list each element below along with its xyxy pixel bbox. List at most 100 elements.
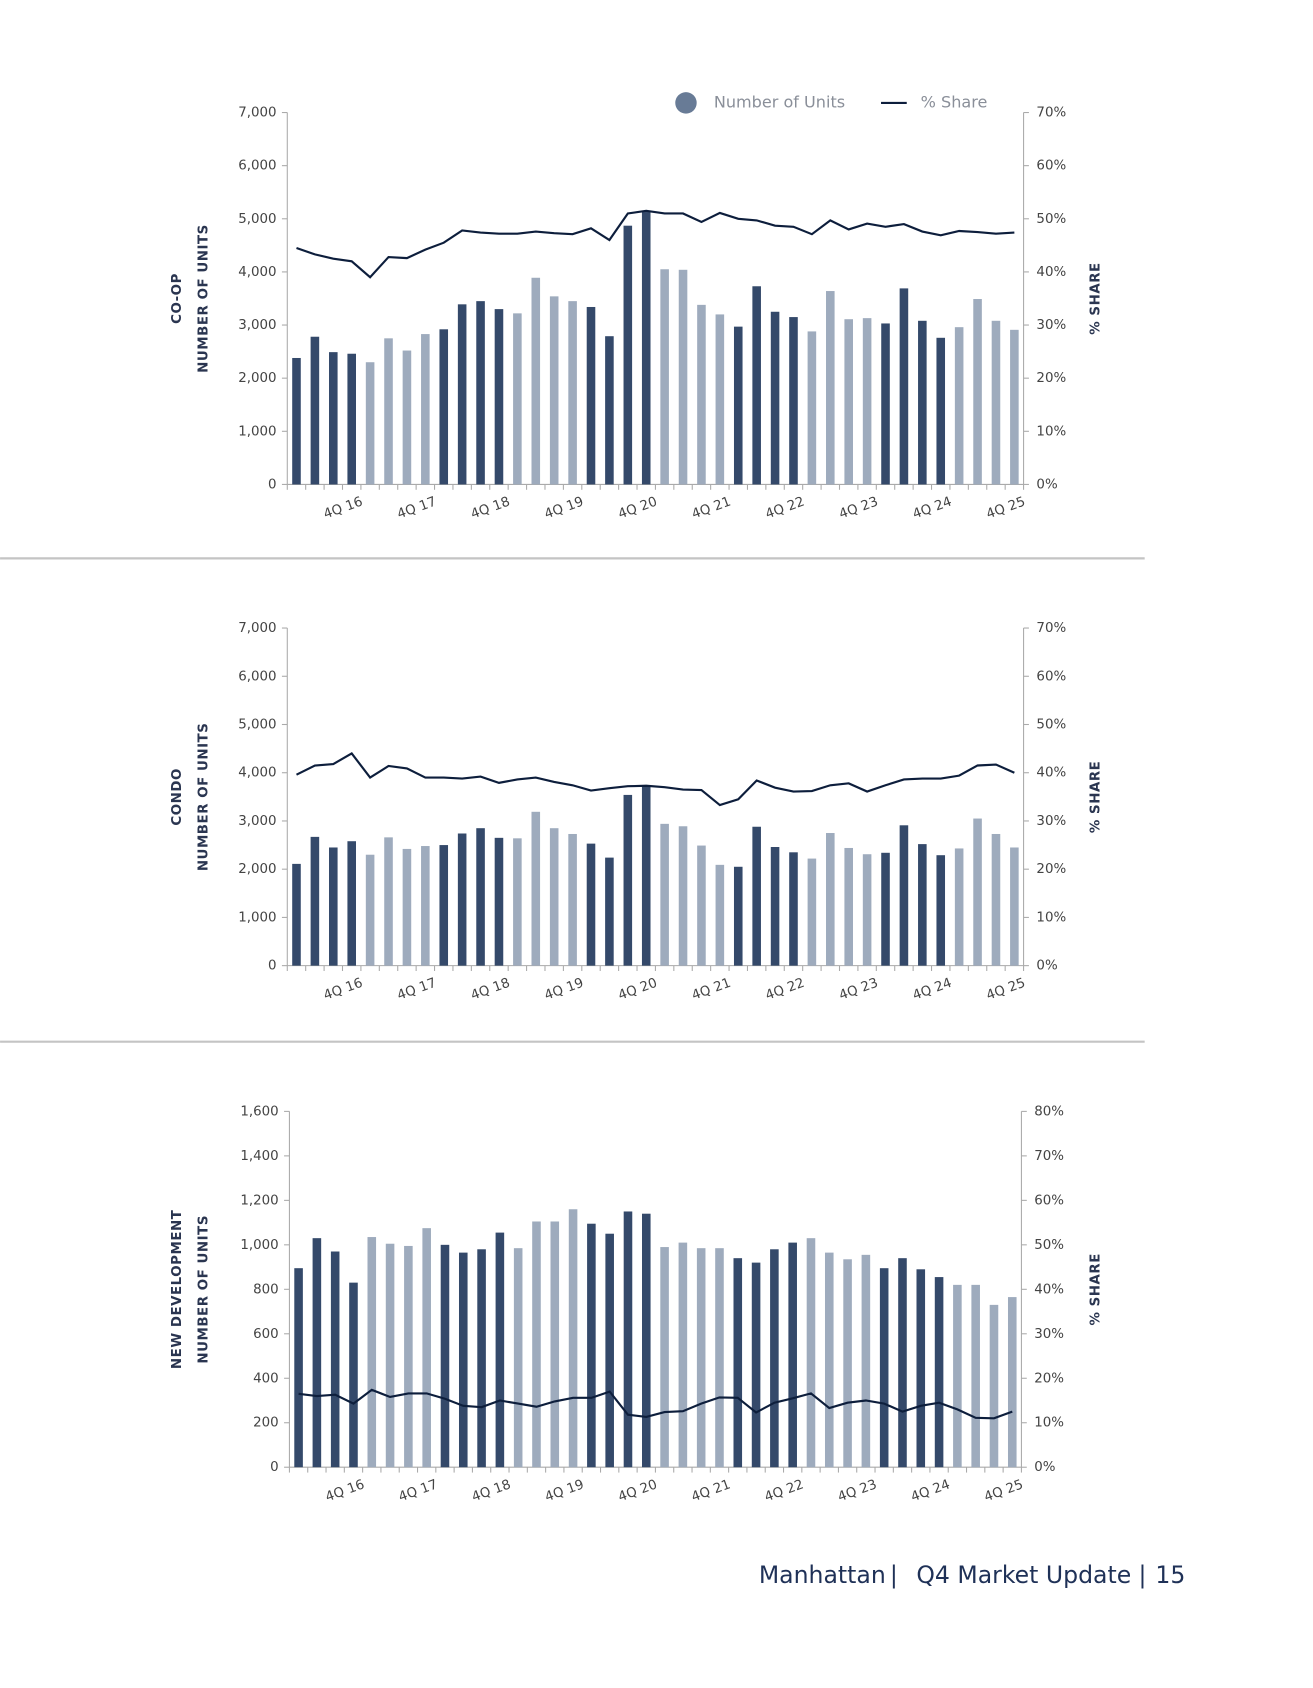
y-tick-label: 1,000 xyxy=(238,424,276,439)
bar xyxy=(916,1269,926,1468)
bar xyxy=(881,323,890,485)
bar xyxy=(384,837,393,966)
bar xyxy=(789,852,798,966)
x-tick-label: 4Q 23 xyxy=(837,976,880,1004)
share-line xyxy=(296,752,1015,807)
bar xyxy=(476,828,485,966)
legend-label: % Share xyxy=(921,92,988,111)
y-tick-label: 0 xyxy=(268,959,277,974)
bar xyxy=(697,845,706,966)
bar xyxy=(770,311,780,485)
y2-tick-label: 0% xyxy=(1036,959,1057,974)
bar xyxy=(404,1245,413,1468)
bar xyxy=(807,858,817,966)
bar xyxy=(826,833,835,966)
y2-tick-label: 10% xyxy=(1034,1416,1064,1431)
bar xyxy=(494,309,504,485)
x-tick-label: 4Q 24 xyxy=(909,1477,952,1505)
bar xyxy=(954,327,964,485)
bar xyxy=(477,1249,486,1468)
y-tick-label: 7,000 xyxy=(238,621,276,636)
bar xyxy=(678,826,688,966)
y-tick-label: 4,000 xyxy=(238,766,276,781)
y2-tick-label: 50% xyxy=(1036,718,1066,733)
bar xyxy=(476,301,485,485)
bar xyxy=(623,1211,633,1468)
footer-separator: | xyxy=(1139,1561,1147,1589)
footer-location: Manhattan xyxy=(759,1561,886,1589)
x-tick-label: 4Q 24 xyxy=(911,495,954,523)
bar xyxy=(844,319,853,485)
bar xyxy=(1010,847,1019,966)
bar xyxy=(439,845,449,966)
y2-tick-label: 10% xyxy=(1036,910,1066,925)
x-tick-label: 4Q 21 xyxy=(690,976,733,1004)
x-tick-label: 4Q 16 xyxy=(324,1477,367,1505)
bar xyxy=(568,1209,578,1468)
bar xyxy=(936,337,946,485)
bar xyxy=(1007,1297,1017,1468)
x-tick-label: 4Q 19 xyxy=(543,495,586,523)
bar xyxy=(715,864,725,966)
bar xyxy=(660,1247,669,1468)
bar xyxy=(292,357,301,485)
bar xyxy=(367,1237,377,1468)
bar xyxy=(898,1258,907,1468)
bar xyxy=(421,846,430,966)
bar xyxy=(752,826,761,966)
y2-tick-label: 50% xyxy=(1034,1238,1064,1253)
bar xyxy=(385,1243,395,1468)
bar xyxy=(899,825,909,966)
y2-tick-label: 40% xyxy=(1036,265,1066,280)
x-tick-label: 4Q 18 xyxy=(469,976,512,1004)
bar xyxy=(733,326,743,485)
y-tick-label: 1,200 xyxy=(240,1193,278,1208)
y-axis-label: NUMBER OF UNITS xyxy=(197,1215,212,1364)
x-tick-label: 4Q 17 xyxy=(395,976,438,1004)
bar xyxy=(623,794,633,966)
bar xyxy=(330,1251,340,1468)
y2-tick-label: 30% xyxy=(1036,318,1066,333)
footer-page: 15 xyxy=(1155,1561,1185,1589)
y2-tick-label: 0% xyxy=(1036,477,1057,492)
y2-tick-label: 60% xyxy=(1034,1193,1064,1208)
bar xyxy=(347,353,356,485)
y2-tick-label: 70% xyxy=(1034,1149,1064,1164)
x-tick-label: 4Q 17 xyxy=(395,495,438,523)
section-label: CO-OP xyxy=(170,273,185,324)
y-axis-label: NUMBER OF UNITS xyxy=(197,723,212,872)
bar xyxy=(402,350,412,485)
bar xyxy=(294,1268,303,1468)
bar xyxy=(881,852,890,966)
bar xyxy=(715,1248,724,1468)
section-label: CONDO xyxy=(170,768,185,826)
x-tick-label: 4Q 25 xyxy=(982,1477,1025,1505)
x-tick-label: 4Q 23 xyxy=(837,495,880,523)
x-tick-label: 4Q 23 xyxy=(836,1477,879,1505)
y2-tick-label: 60% xyxy=(1036,669,1066,684)
y2-tick-label: 40% xyxy=(1036,766,1066,781)
bar xyxy=(349,1282,358,1468)
bar xyxy=(991,833,1001,966)
bar xyxy=(1010,329,1019,485)
bar xyxy=(861,1254,871,1468)
y2-tick-label: 20% xyxy=(1036,371,1066,386)
y2-tick-label: 30% xyxy=(1036,814,1066,829)
x-tick-label: 4Q 17 xyxy=(397,1477,440,1505)
legend-label: Number of Units xyxy=(714,92,845,111)
bar xyxy=(806,1238,816,1468)
bar xyxy=(788,1242,797,1468)
y-tick-label: 3,000 xyxy=(238,814,276,829)
bar xyxy=(310,336,320,485)
bar xyxy=(733,1258,743,1468)
bar xyxy=(824,1252,834,1468)
y2-tick-label: 50% xyxy=(1036,212,1066,227)
x-tick-label: 4Q 21 xyxy=(690,495,733,523)
bar xyxy=(312,1238,322,1468)
y-tick-label: 600 xyxy=(253,1327,279,1342)
bar xyxy=(402,848,412,966)
y-tick-label: 2,000 xyxy=(238,862,276,877)
bar xyxy=(422,1228,431,1468)
bar xyxy=(365,362,375,485)
